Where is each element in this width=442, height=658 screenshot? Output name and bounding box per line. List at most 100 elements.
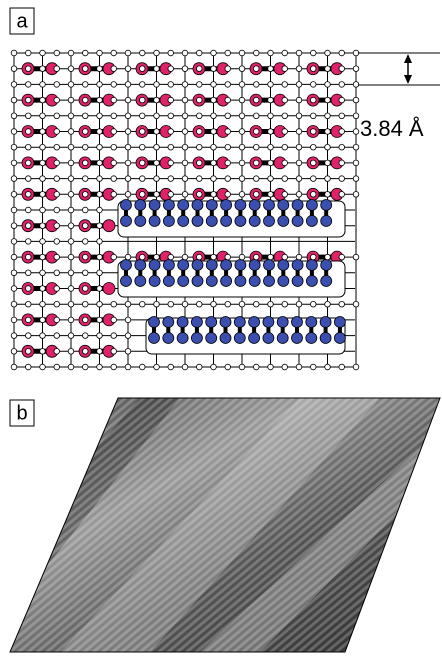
small-atom: [11, 50, 17, 56]
small-atom: [25, 301, 31, 307]
small-atom: [97, 317, 103, 323]
small-atom: [25, 317, 31, 323]
small-atom: [40, 286, 46, 292]
blue-atom: [178, 260, 189, 271]
blue-atom: [277, 317, 288, 328]
small-atom: [211, 66, 217, 72]
blue-atom: [306, 260, 317, 271]
small-atom: [97, 82, 103, 88]
small-atom: [339, 129, 345, 135]
blue-atom: [163, 260, 174, 271]
small-atom: [139, 192, 145, 198]
small-atom: [125, 364, 131, 370]
small-atom: [325, 192, 331, 198]
small-atom: [196, 113, 202, 119]
blue-atom: [264, 200, 275, 211]
small-atom: [310, 192, 316, 198]
small-atom: [325, 301, 331, 307]
small-atom: [139, 254, 145, 260]
blue-atom: [149, 276, 160, 287]
small-atom: [139, 301, 145, 307]
small-atom: [353, 129, 359, 135]
small-atom: [339, 144, 345, 150]
small-atom: [168, 176, 174, 182]
small-atom: [154, 113, 160, 119]
small-atom: [211, 160, 217, 166]
small-atom: [168, 97, 174, 103]
small-atom: [54, 66, 60, 72]
small-atom: [111, 113, 117, 119]
small-atom: [225, 97, 231, 103]
blue-atom: [191, 317, 202, 328]
small-atom: [310, 254, 316, 260]
small-atom: [353, 301, 359, 307]
small-atom: [82, 129, 88, 135]
small-atom: [196, 97, 202, 103]
small-atom: [211, 301, 217, 307]
small-atom: [25, 364, 31, 370]
small-atom: [54, 160, 60, 166]
small-atom: [82, 223, 88, 229]
small-atom: [11, 207, 17, 213]
small-atom: [97, 192, 103, 198]
small-atom: [196, 176, 202, 182]
blue-atom: [149, 333, 160, 344]
small-atom: [40, 192, 46, 198]
small-atom: [40, 254, 46, 260]
small-atom: [154, 50, 160, 56]
small-atom: [111, 192, 117, 198]
small-atom: [268, 129, 274, 135]
blue-atom: [135, 260, 146, 271]
small-atom: [225, 364, 231, 370]
small-atom: [353, 66, 359, 72]
blue-atom: [278, 276, 289, 287]
small-atom: [310, 176, 316, 182]
blue-atom: [135, 200, 146, 211]
small-atom: [239, 176, 245, 182]
small-atom: [97, 223, 103, 229]
blue-atom: [135, 216, 146, 227]
small-atom: [125, 176, 131, 182]
small-atom: [182, 113, 188, 119]
blue-atom: [149, 260, 160, 271]
small-atom: [154, 66, 160, 72]
small-atom: [111, 66, 117, 72]
small-atom: [325, 66, 331, 72]
blue-atom: [264, 260, 275, 271]
small-atom: [168, 160, 174, 166]
small-atom: [168, 50, 174, 56]
small-atom: [310, 50, 316, 56]
small-atom: [68, 192, 74, 198]
small-atom: [125, 301, 131, 307]
small-atom: [11, 317, 17, 323]
small-atom: [25, 223, 31, 229]
small-atom: [196, 364, 202, 370]
small-atom: [268, 82, 274, 88]
small-atom: [154, 160, 160, 166]
small-atom: [54, 50, 60, 56]
small-atom: [139, 176, 145, 182]
small-atom: [54, 192, 60, 198]
small-atom: [11, 160, 17, 166]
blue-atom: [121, 260, 132, 271]
small-atom: [11, 176, 17, 182]
small-atom: [253, 301, 259, 307]
small-atom: [111, 97, 117, 103]
blue-atom: [163, 276, 174, 287]
small-atom: [253, 50, 259, 56]
small-atom: [111, 364, 117, 370]
small-atom: [282, 301, 288, 307]
small-atom: [296, 364, 302, 370]
small-atom: [40, 113, 46, 119]
small-atom: [196, 66, 202, 72]
small-atom: [253, 113, 259, 119]
small-atom: [296, 176, 302, 182]
small-atom: [139, 129, 145, 135]
small-atom: [54, 113, 60, 119]
small-atom: [268, 160, 274, 166]
small-atom: [168, 113, 174, 119]
small-atom: [225, 254, 231, 260]
small-atom: [282, 160, 288, 166]
small-atom: [325, 97, 331, 103]
small-atom: [40, 207, 46, 213]
